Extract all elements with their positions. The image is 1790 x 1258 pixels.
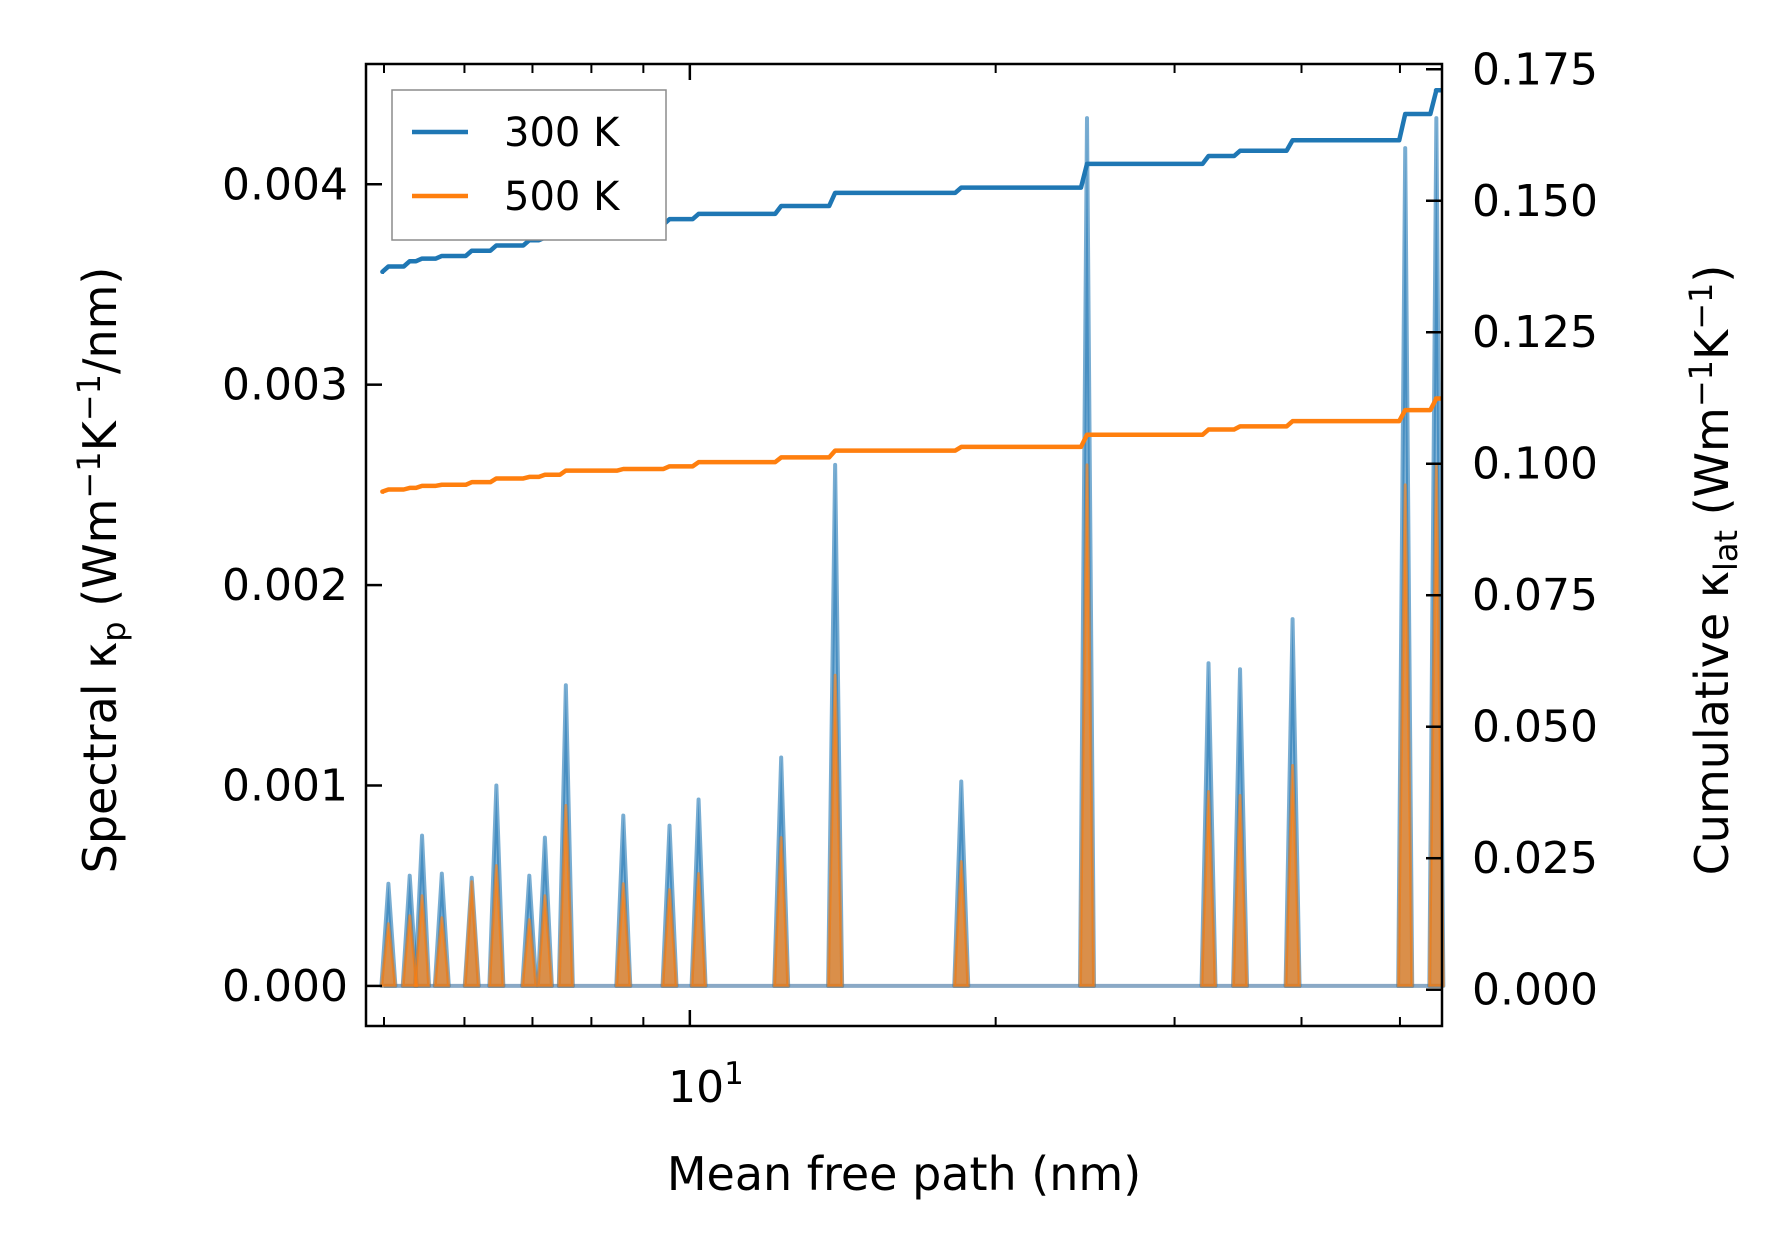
- left-y-axis-title: Spectral κp (Wm−1K−1/nm): [70, 267, 133, 874]
- left-ylabel-tail: /nm): [73, 267, 127, 374]
- cumulative-line-500k: [380, 396, 1442, 494]
- right-ylabel-prefix: Cumulative κ: [1685, 571, 1739, 875]
- right-y-tick-label: 0.125: [1472, 307, 1598, 358]
- left-y-tick-label: 0.002: [222, 560, 348, 611]
- right-y-tick-label: 0.050: [1472, 702, 1598, 753]
- spectral-peak-500k: [690, 872, 708, 988]
- right-y-tick-label: 0.075: [1472, 570, 1598, 621]
- spectral-peak-500k: [520, 918, 538, 988]
- right-ylabel-exp2: −1: [1682, 283, 1720, 330]
- left-y-tick-label: 0.001: [222, 761, 348, 812]
- right-y-tick-label: 0.175: [1472, 44, 1598, 95]
- spectral-peak-500k: [1200, 790, 1218, 988]
- spectral-peak-500k: [557, 804, 575, 988]
- x-tick-label-exponent: 1: [724, 1056, 744, 1092]
- left-y-tick-label: 0.003: [222, 360, 348, 411]
- left-y-tick-label: 0.000: [222, 961, 348, 1012]
- x-tick-label-10: 101: [668, 1056, 744, 1113]
- spectral-peak-500k: [1231, 794, 1249, 988]
- right-ylabel-exp1: −1: [1682, 360, 1720, 407]
- left-ylabel-exp1: −1: [70, 451, 108, 498]
- cumulative-line-300k: [380, 88, 1442, 275]
- spectral-peak-500k: [1284, 763, 1302, 988]
- spectral-peak-500k: [661, 888, 679, 988]
- spectral-peak-500k: [536, 894, 554, 988]
- left-ylabel-k: K: [73, 419, 127, 451]
- spectral-peak-500k: [401, 914, 419, 988]
- right-y-tick-label: 0.100: [1472, 439, 1598, 490]
- plot-frame: [364, 62, 1444, 1028]
- left-y-tick-label: 0.004: [222, 159, 348, 210]
- right-y-tick-label: 0.000: [1472, 965, 1598, 1016]
- spectral-peak-500k: [487, 864, 505, 988]
- x-axis-title: Mean free path (nm): [667, 1147, 1141, 1201]
- spectral-peak-500k: [614, 882, 632, 988]
- legend-frame: [391, 89, 667, 241]
- axes: 0.000 0.001 0.002 0.003 0.004 0.000 0.025 0.050…: [222, 44, 1598, 1028]
- right-y-axis-title: Cumulative κlat (Wm−1K−1): [1682, 265, 1745, 876]
- right-ylabel-tail: ): [1685, 265, 1739, 283]
- spectral-peak-500k: [433, 916, 451, 988]
- left-ylabel-exp2: −1: [70, 374, 108, 421]
- left-ylabel-prefix: Spectral κ: [73, 642, 127, 874]
- legend-label-300k: 300 K: [504, 110, 621, 156]
- spectral-peak-500k: [463, 880, 481, 988]
- legend-label-500k: 500 K: [504, 174, 621, 220]
- right-y-tick-label: 0.150: [1472, 176, 1598, 227]
- spectral-peak-500k: [1078, 463, 1096, 988]
- legend: 300 K 500 K: [391, 89, 667, 241]
- spectral-peak-500k: [379, 922, 397, 988]
- spectral-peak-500k: [952, 860, 970, 988]
- spectral-peak-500k: [1396, 483, 1414, 988]
- spectral-peak-500k: [772, 836, 790, 988]
- spectral-peak-500k: [1427, 463, 1445, 988]
- left-ylabel-sub: p: [95, 621, 133, 641]
- right-ylabel-units: (Wm: [1685, 407, 1739, 515]
- spectral-peak-500k: [413, 894, 431, 988]
- spectral-peak-500k: [826, 673, 844, 988]
- plot-area: [379, 88, 1446, 988]
- right-ylabel-sub: lat: [1707, 530, 1745, 571]
- left-ylabel-units: (Wm: [73, 499, 127, 607]
- x-tick-label-base: 10: [668, 1062, 724, 1113]
- right-ylabel-k: K: [1685, 328, 1739, 360]
- right-y-tick-label: 0.025: [1472, 833, 1598, 884]
